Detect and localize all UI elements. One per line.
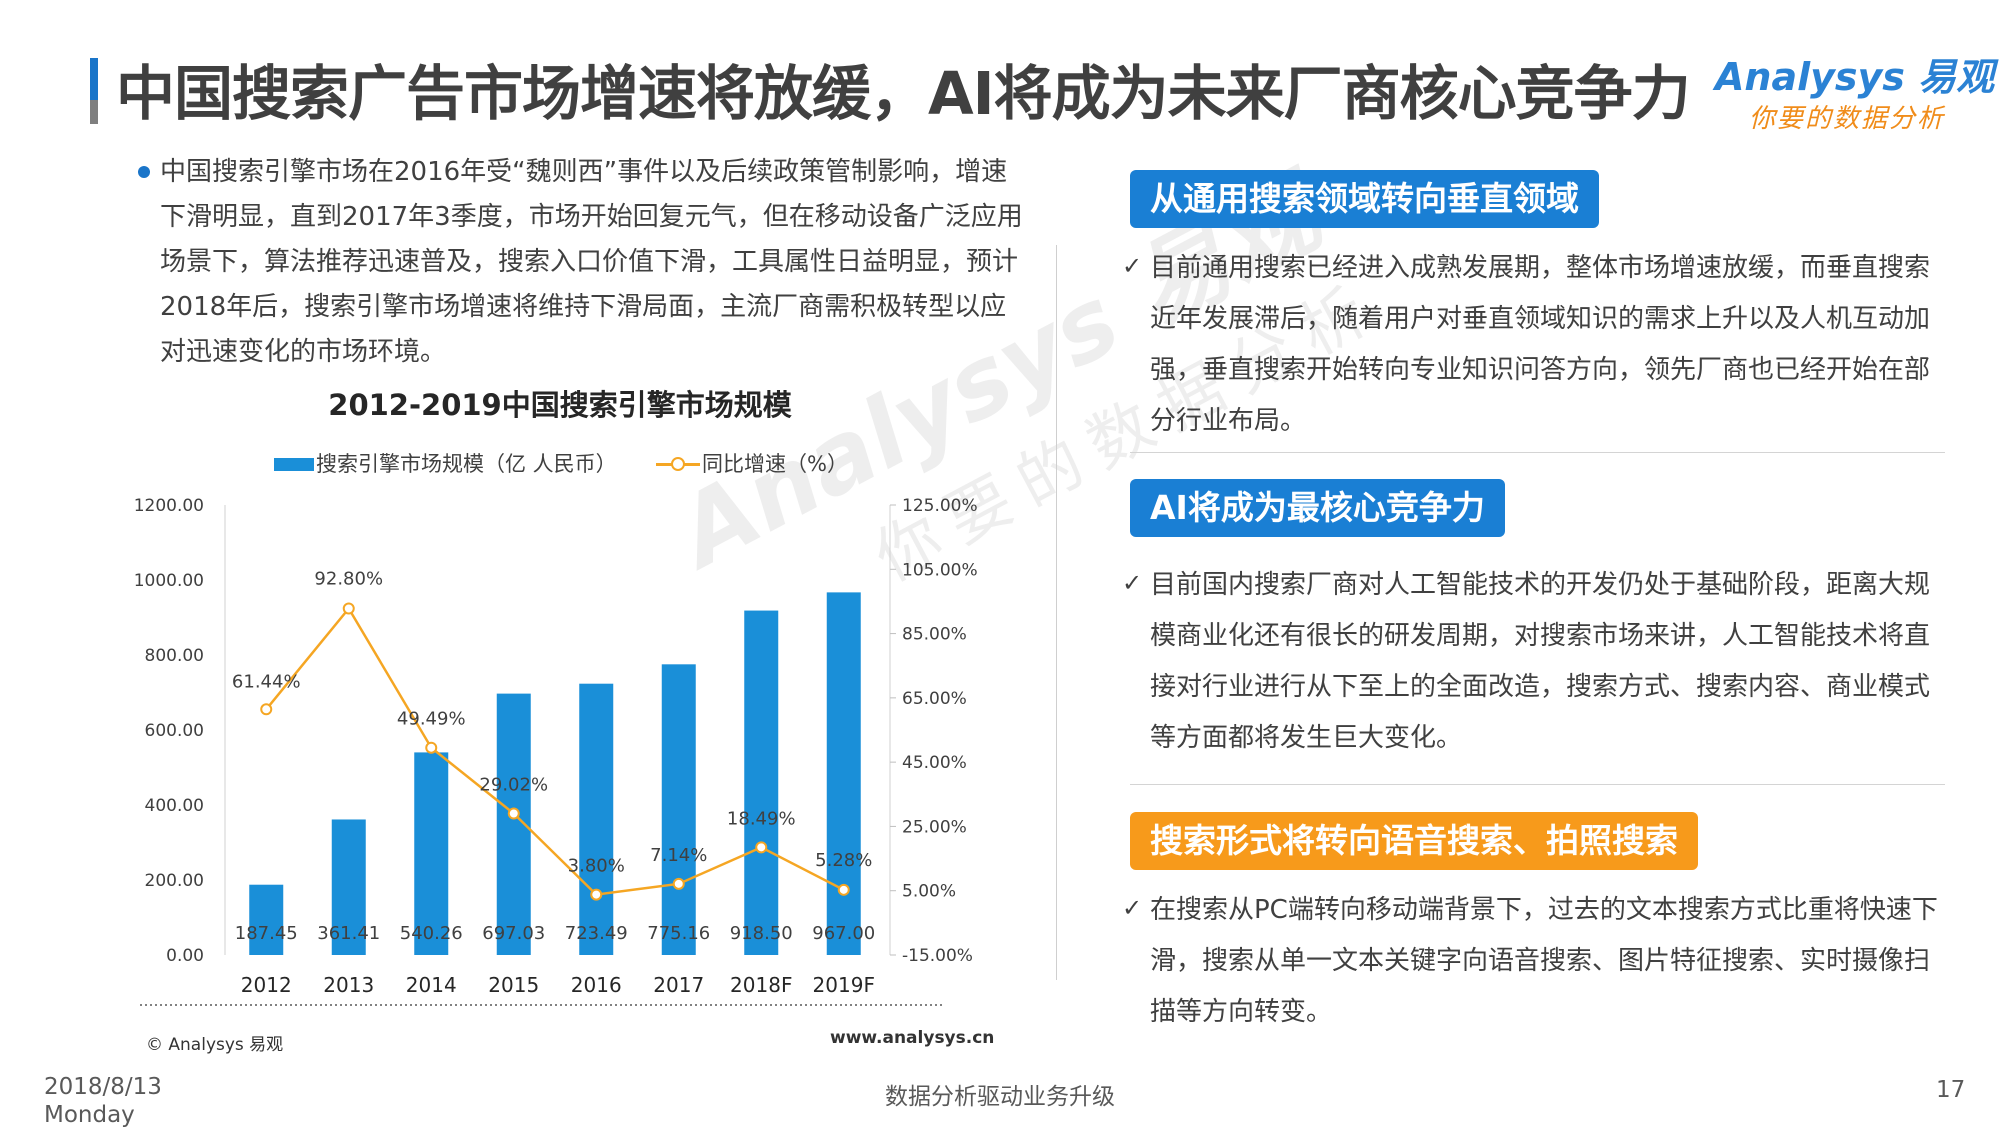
- y-right-tick-label: 65.00%: [902, 689, 967, 709]
- check-icon: ✓: [1122, 252, 1143, 280]
- x-tick-label: 2013: [323, 973, 374, 997]
- check-icon: ✓: [1122, 894, 1143, 922]
- growth-point: [425, 741, 438, 754]
- growth-line: [265, 606, 845, 896]
- growth-point: [590, 888, 603, 901]
- footer-date-text: 2018/8/13: [44, 1074, 162, 1100]
- page-number: 17: [1936, 1077, 1966, 1103]
- y-left-tick-label: 0.00: [166, 946, 204, 966]
- section-divider: [1130, 452, 1945, 453]
- growth-value-label: 29.02%: [479, 775, 548, 796]
- x-tick-label: 2012: [241, 973, 292, 997]
- section-text-vertical: 目前通用搜索已经进入成熟发展期，整体市场增速放缓，而垂直搜索近年发展滞后，随着用…: [1150, 253, 1931, 436]
- growth-point: [260, 703, 273, 716]
- footer-slogan: 数据分析驱动业务升级: [885, 1084, 1115, 1110]
- bar: [744, 610, 779, 955]
- bar: [579, 683, 614, 955]
- growth-point: [837, 883, 850, 896]
- bar-value-label: 540.26: [400, 923, 463, 944]
- x-tick-label: 2014: [406, 973, 457, 997]
- footer-weekday: Monday: [44, 1102, 135, 1128]
- growth-point: [755, 841, 768, 854]
- title-accent-bar-gray: [90, 100, 98, 124]
- intro-paragraph: 中国搜索引擎市场在2016年受“魏则西”事件以及后续政策管制影响，增速下滑明显，…: [160, 157, 1023, 367]
- x-tick-label: 2019F: [813, 973, 875, 997]
- bar: [661, 664, 696, 955]
- growth-point: [507, 807, 520, 820]
- growth-point: [342, 602, 355, 615]
- y-left-tick-label: 1000.00: [134, 571, 204, 591]
- bar-value-label: 967.00: [812, 923, 875, 944]
- legend-bar-swatch: [274, 458, 314, 471]
- x-tick-label: 2015: [488, 973, 539, 997]
- section-divider: [1130, 784, 1945, 785]
- growth-value-label: 92.80%: [314, 569, 383, 590]
- bar-value-label: 775.16: [647, 923, 710, 944]
- y-left-tick-label: 1200.00: [134, 496, 204, 516]
- y-left-tick-label: 200.00: [145, 871, 204, 891]
- y-left-tick-label: 800.00: [145, 646, 204, 666]
- x-tick-label: 2018F: [730, 973, 792, 997]
- y-left-tick-label: 400.00: [145, 796, 204, 816]
- growth-value-label: 49.49%: [397, 709, 466, 730]
- bar-value-label: 723.49: [565, 923, 628, 944]
- growth-value-label: 3.80%: [568, 856, 625, 877]
- y-right-tick-label: 5.00%: [902, 882, 956, 902]
- brand-logo: Analysys 易观 你要的数据分析: [1715, 46, 1994, 136]
- bar: [331, 819, 366, 955]
- title-accent-bar: [90, 58, 98, 124]
- bar-value-label: 918.50: [730, 923, 793, 944]
- growth-point: [672, 877, 685, 890]
- section-heading-ai: AI将成为最核心竞争力: [1130, 479, 1505, 537]
- y-right-tick-label: 105.00%: [902, 560, 978, 580]
- bar-value-label: 187.45: [235, 923, 298, 944]
- section-heading-vertical: 从通用搜索领域转向垂直领域: [1130, 170, 1599, 228]
- bar-value-label: 361.41: [317, 923, 380, 944]
- chart-title: 2012-2019中国搜索引擎市场规模: [328, 388, 792, 422]
- logo-wordmark: Analysys 易观: [1715, 55, 1995, 99]
- bullet-dot-icon: [138, 166, 150, 178]
- section-text-ai: 目前国内搜索厂商对人工智能技术的开发仍处于基础阶段，距离大规模商业化还有很长的研…: [1150, 570, 1931, 753]
- y-right-tick-label: -15.00%: [902, 946, 973, 966]
- legend-label-bar: 搜索引擎市场规模（亿 人民币）: [316, 452, 617, 476]
- bar: [414, 752, 449, 955]
- x-tick-label: 2016: [571, 973, 622, 997]
- y-right-tick-label: 125.00%: [902, 496, 978, 516]
- growth-value-label: 7.14%: [650, 845, 707, 866]
- bar: [826, 592, 861, 955]
- page-title: 中国搜索广告市场增速将放缓，AI将成为未来厂商核心竞争力: [116, 59, 1691, 128]
- section-heading-voice: 搜索形式将转向语音搜索、拍照搜索: [1130, 812, 1698, 870]
- legend-marker-icon: [671, 457, 685, 471]
- chart-source-url: www.analysys.cn: [830, 1028, 995, 1048]
- bar-value-label: 697.03: [482, 923, 545, 944]
- y-right-tick-label: 25.00%: [902, 817, 967, 837]
- y-left-tick-label: 600.00: [145, 721, 204, 741]
- growth-value-label: 18.49%: [727, 808, 796, 829]
- check-icon: ✓: [1122, 569, 1143, 597]
- bar: [249, 884, 284, 955]
- x-tick-label: 2017: [653, 973, 704, 997]
- logo-tagline: 你要的数据分析: [1749, 104, 1946, 134]
- growth-value-label: 61.44%: [232, 671, 301, 692]
- combo-chart: 0.00 200.00 400.00 600.00 800.00 1000.00 1200.…: [134, 496, 978, 1006]
- column-divider: [1056, 245, 1057, 980]
- chart-credit: © Analysys 易观: [146, 1035, 284, 1055]
- footer-date: 2018/8/13 Monday: [44, 1073, 162, 1129]
- y-right-tick-label: 85.00%: [902, 625, 967, 645]
- y-right-tick-label: 45.00%: [902, 753, 967, 773]
- legend-label-line: 同比增速（%）: [702, 452, 848, 476]
- section-text-voice: 在搜索从PC端转向移动端背景下，过去的文本搜索方式比重将快速下滑，搜索从单一文本…: [1150, 895, 1938, 1027]
- growth-value-label: 5.28%: [815, 850, 872, 871]
